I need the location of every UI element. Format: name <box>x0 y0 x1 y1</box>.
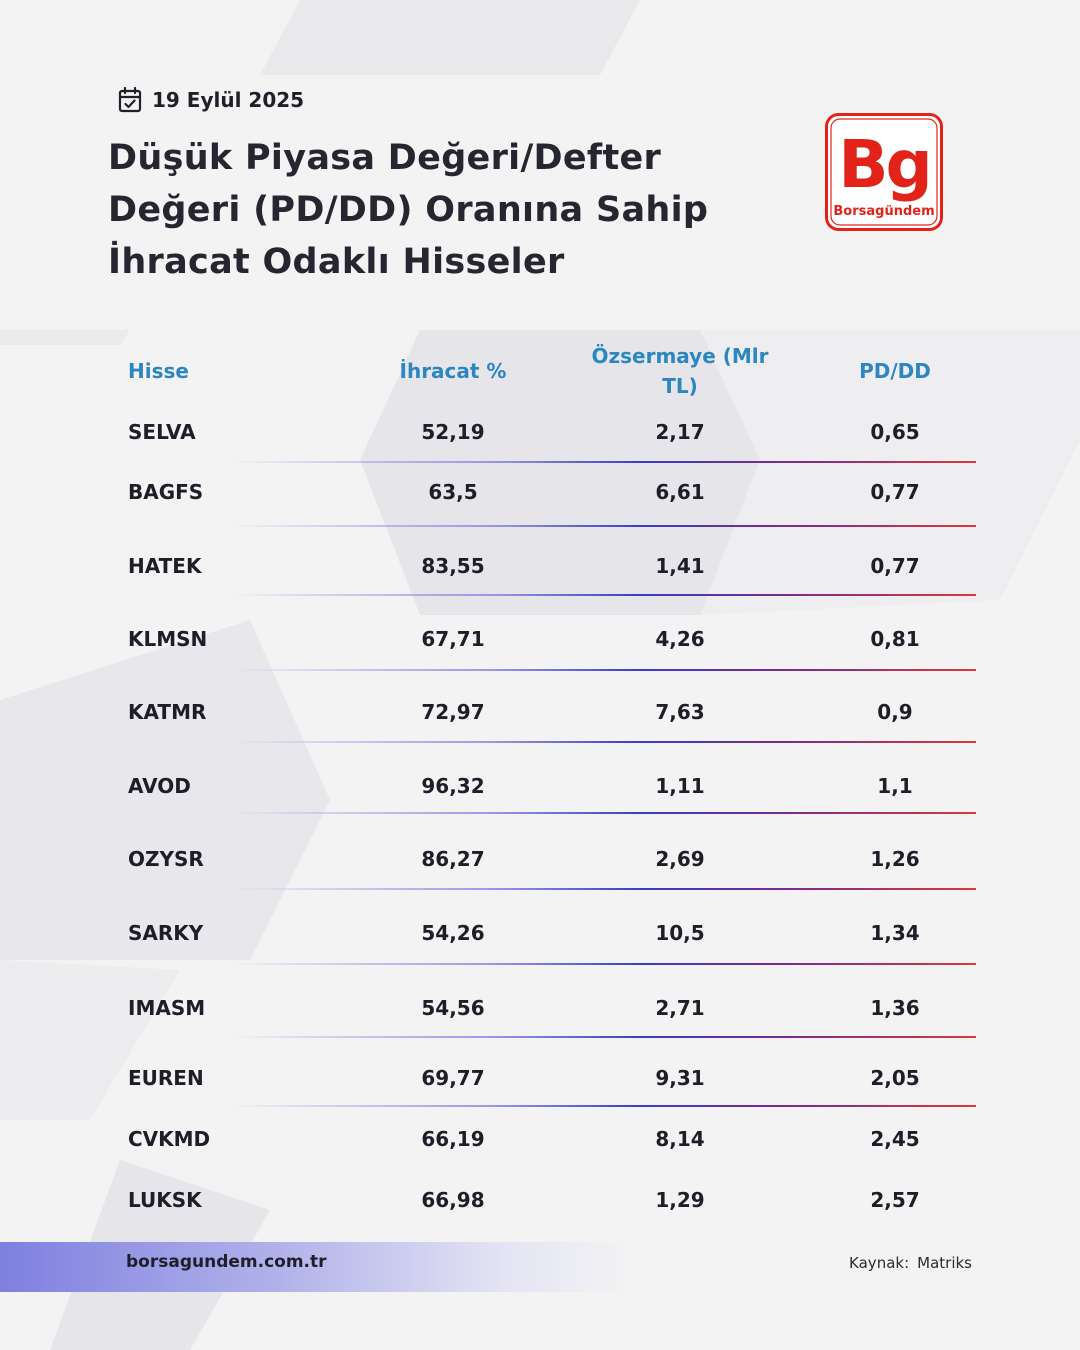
cell-pddd: 2,05 <box>870 1066 920 1090</box>
cell-ihracat: 69,77 <box>421 1066 485 1090</box>
row-divider <box>230 1036 976 1038</box>
cell-ozsermaye: 2,17 <box>655 420 705 444</box>
cell-ozsermaye: 2,71 <box>655 996 705 1020</box>
cell-hisse: LUKSK <box>128 1188 202 1212</box>
cell-ozsermaye: 1,11 <box>655 774 705 798</box>
row-divider <box>230 525 976 527</box>
cell-pddd: 0,77 <box>870 480 920 504</box>
column-header-ozsermaye: Özsermaye (Mlr TL) <box>591 344 769 398</box>
footer-band <box>0 1242 630 1292</box>
source-value: Matriks <box>917 1254 972 1272</box>
cell-ozsermaye: 1,41 <box>655 554 705 578</box>
logo-wordmark: Borsagündem <box>833 204 934 219</box>
row-divider <box>230 741 976 743</box>
row-divider <box>230 888 976 890</box>
logo-mark: Bg <box>838 126 930 203</box>
footer-website-link[interactable]: borsagundem.com.tr <box>126 1252 327 1272</box>
row-divider <box>230 812 976 814</box>
cell-pddd: 1,26 <box>870 847 920 871</box>
cell-ihracat: 54,26 <box>421 921 485 945</box>
cell-pddd: 1,34 <box>870 921 920 945</box>
cell-hisse: KLMSN <box>128 627 208 651</box>
cell-pddd: 0,77 <box>870 554 920 578</box>
cell-ozsermaye: 2,69 <box>655 847 705 871</box>
cell-hisse: HATEK <box>128 554 202 578</box>
cell-hisse: EUREN <box>128 1066 204 1090</box>
cell-pddd: 0,81 <box>870 627 920 651</box>
cell-ihracat: 96,32 <box>421 774 485 798</box>
title-line: İhracat Odaklı Hisseler <box>108 242 565 282</box>
row-divider <box>230 594 976 596</box>
cell-ihracat: 86,27 <box>421 847 485 871</box>
column-header-ihracat: İhracat % <box>399 359 507 383</box>
cell-ozsermaye: 7,63 <box>655 700 705 724</box>
cell-ozsermaye: 6,61 <box>655 480 705 504</box>
cell-ihracat: 72,97 <box>421 700 485 724</box>
cell-pddd: 0,9 <box>877 700 913 724</box>
footer-source: Kaynak: Matriks <box>849 1254 972 1272</box>
cell-hisse: CVKMD <box>128 1127 211 1151</box>
borsagundem-logo: Bg Borsagündem <box>825 113 943 231</box>
cell-ihracat: 63,5 <box>428 480 478 504</box>
cell-ihracat: 66,98 <box>421 1188 485 1212</box>
cell-hisse: OZYSR <box>128 847 204 871</box>
page-title: Düşük Piyasa Değeri/Defter Değeri (PD/DD… <box>108 132 748 288</box>
date-label: 19 Eylül 2025 <box>152 88 305 112</box>
cell-ihracat: 67,71 <box>421 627 485 651</box>
cell-pddd: 1,1 <box>877 774 913 798</box>
row-divider <box>230 461 976 463</box>
title-line: Değeri (PD/DD) Oranına Sahip <box>108 190 709 230</box>
cell-hisse: AVOD <box>128 774 191 798</box>
column-header-pddd: PD/DD <box>859 359 931 383</box>
cell-hisse: IMASM <box>128 996 206 1020</box>
cell-ihracat: 83,55 <box>421 554 485 578</box>
cell-hisse: SARKY <box>128 921 204 945</box>
cell-ozsermaye: 8,14 <box>655 1127 705 1151</box>
cell-pddd: 1,36 <box>870 996 920 1020</box>
cell-ozsermaye: 1,29 <box>655 1188 705 1212</box>
cell-pddd: 0,65 <box>870 420 920 444</box>
calendar-check-icon <box>118 87 142 113</box>
row-divider <box>230 963 976 965</box>
row-divider <box>230 1105 976 1107</box>
cell-hisse: SELVA <box>128 420 196 444</box>
date-row: 19 Eylül 2025 <box>118 86 304 114</box>
cell-ozsermaye: 4,26 <box>655 627 705 651</box>
cell-ozsermaye: 9,31 <box>655 1066 705 1090</box>
cell-ihracat: 66,19 <box>421 1127 485 1151</box>
cell-hisse: KATMR <box>128 700 207 724</box>
row-divider <box>230 669 976 671</box>
source-label: Kaynak: <box>849 1254 910 1272</box>
cell-pddd: 2,45 <box>870 1127 920 1151</box>
cell-pddd: 2,57 <box>870 1188 920 1212</box>
cell-ihracat: 54,56 <box>421 996 485 1020</box>
cell-hisse: BAGFS <box>128 480 204 504</box>
cell-ihracat: 52,19 <box>421 420 485 444</box>
title-line: Düşük Piyasa Değeri/Defter <box>108 138 662 178</box>
cell-ozsermaye: 10,5 <box>655 921 705 945</box>
column-header-hisse: Hisse <box>128 359 189 383</box>
